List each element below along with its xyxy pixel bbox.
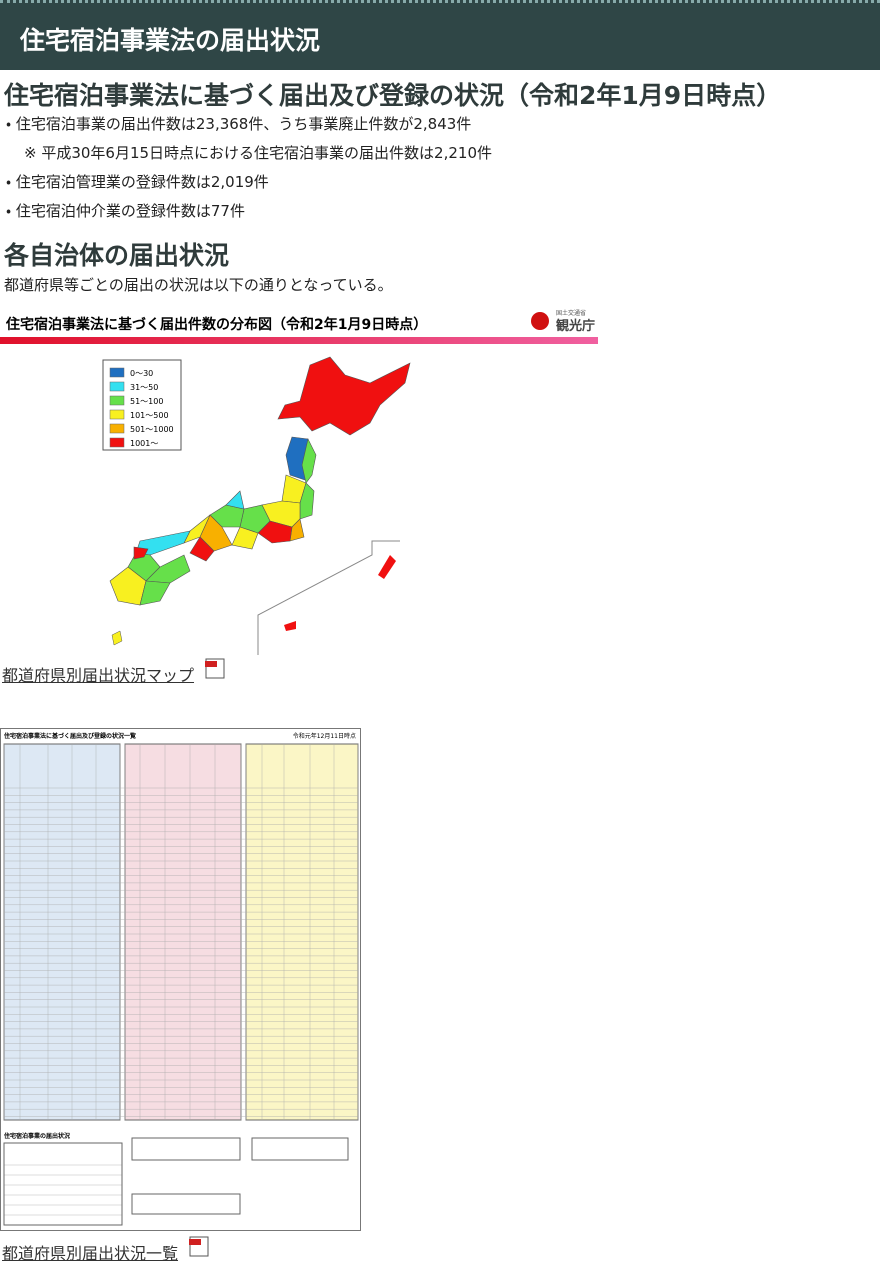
list-link[interactable]: 都道府県別届出状況一覧 [2, 1244, 179, 1263]
summary-box [131, 1193, 241, 1215]
pdf-icon [205, 658, 225, 679]
paragraph: 都道府県等ごとの届出の状況は以下の通りとなっている。 [4, 276, 393, 294]
legend-label: 51～100 [130, 397, 163, 406]
summary-table [3, 1142, 123, 1226]
legend-swatch [109, 367, 125, 378]
list-date: 令和元年12月11日時点 [293, 732, 356, 740]
legend-swatch [109, 437, 125, 448]
header-bar: 住宅宿泊事業法の届出状況 [0, 0, 880, 70]
legend-swatch [109, 423, 125, 434]
list-item: ※ 平成30年6月15日時点における住宅宿泊事業の届出件数は2,210件 [24, 144, 492, 162]
grid [3, 744, 359, 1226]
legend-swatch [109, 395, 125, 406]
legend-label: 1001～ [130, 439, 158, 448]
summary-box [251, 1137, 349, 1161]
summary-box [131, 1137, 241, 1161]
list-item: ・ 住宅宿泊管理業の登録件数は2,019件 [6, 173, 269, 191]
logo [531, 312, 549, 330]
legend-label: 31～50 [130, 383, 158, 392]
inset-border [257, 540, 400, 655]
map-image: 住宅宿泊事業法に基づく届出件数の分布図（令和2年1月9日時点） 国土交通省 観光… [0, 309, 598, 655]
agency: 観光庁 [555, 318, 595, 334]
japan [109, 356, 411, 606]
legend-label: 101～500 [130, 411, 169, 420]
ministry: 国土交通省 [556, 309, 586, 317]
map-link[interactable]: 都道府県別届出状況マップ [2, 666, 195, 685]
legend: 0～30 31～50 51～100 101～500 501～1000 1001～ [109, 367, 174, 448]
inset-island [284, 621, 296, 631]
column-block [3, 743, 121, 1121]
legend-swatch [109, 381, 125, 392]
list-title: 住宅宿泊事業法に基づく届出及び登録の状況一覧 [3, 732, 136, 740]
legend-label: 501～1000 [130, 425, 174, 434]
column-block [245, 743, 359, 1121]
okinawa [111, 630, 123, 646]
section-heading: 住宅宿泊事業法に基づく届出及び登録の状況（令和2年1月9日時点） [4, 81, 782, 110]
legend-label: 0～30 [130, 369, 153, 378]
section-heading: 各自治体の届出状況 [4, 241, 230, 270]
inset-island [378, 555, 396, 579]
pdf-icon [189, 1236, 209, 1257]
title-bar [0, 337, 598, 344]
column-block [124, 743, 242, 1121]
header-title: 住宅宿泊事業法の届出状況 [20, 26, 321, 55]
map-title: 住宅宿泊事業法に基づく届出件数の分布図（令和2年1月9日時点） [5, 316, 427, 333]
list-image: 住宅宿泊事業法に基づく届出及び登録の状況一覧 令和元年12月11日時点 住宅宿泊… [0, 728, 361, 1231]
summary-title: 住宅宿泊事業の届出状況 [3, 1132, 70, 1140]
list-item: ・ 住宅宿泊仲介業の登録件数は77件 [6, 202, 245, 220]
legend-swatch [109, 409, 125, 420]
list-item: ・ 住宅宿泊事業の届出件数は23,368件、うち事業廃止件数が2,843件 [6, 115, 472, 133]
